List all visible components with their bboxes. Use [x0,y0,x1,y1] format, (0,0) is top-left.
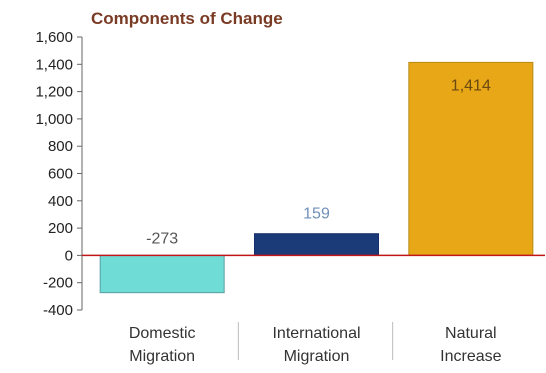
bar-value-label: 159 [303,206,330,223]
bar-value-label: 1,414 [451,77,491,94]
y-tick-label: -400 [43,302,73,319]
chart-title: Components of Change [91,9,283,28]
category-label: International [272,325,360,342]
y-tick-label: 600 [48,166,73,183]
bar [408,61,534,256]
y-tick-label: 400 [48,193,73,210]
y-tick-label: 1,600 [35,29,73,46]
category-label: Increase [440,348,501,365]
category-label: Domestic [129,325,196,342]
bar-value-label: -273 [146,230,178,247]
category-label: Migration [129,348,195,365]
bar [99,254,225,294]
bar [254,233,379,256]
y-tick-label: 200 [48,220,73,237]
y-tick-label: 0 [65,247,73,264]
bars-layer [99,61,534,294]
y-tick-label: 1,400 [35,56,73,73]
y-tick-label: 800 [48,138,73,155]
axis-layer: 1,600 1,400 1,200 1,000 800 600 400 200 0 -200 -40… [35,29,394,360]
category-label: Natural [445,325,497,342]
y-tick-label: 1,000 [35,111,73,128]
y-tick-label: 1,200 [35,84,73,101]
y-tick-label: -200 [43,275,73,292]
labels-layer: -273 Domestic Migration 159 International Mig… [82,77,545,365]
category-label: Migration [284,348,350,365]
